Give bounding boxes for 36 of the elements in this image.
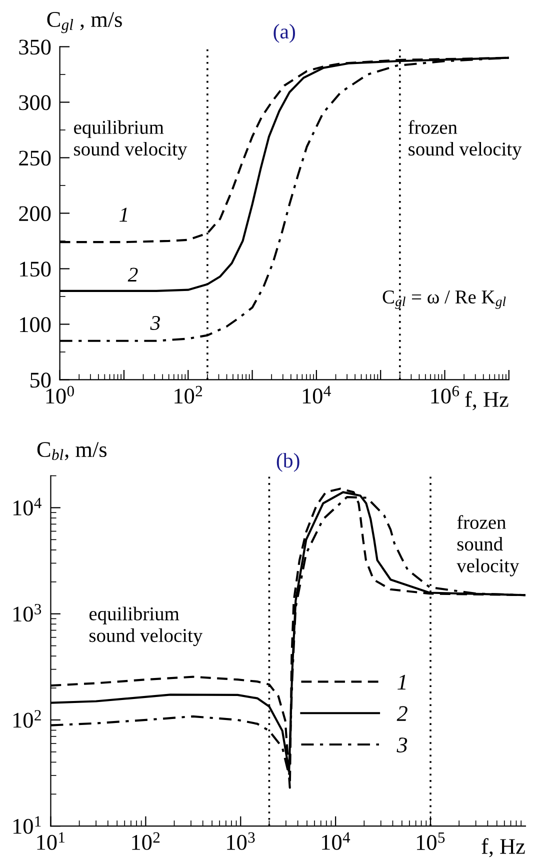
annotation: equilibrium sound velocity: [74, 120, 188, 160]
annotation: frozen sound velocity: [408, 120, 522, 160]
y-tick-label: 350: [19, 40, 51, 55]
x-tick-label: 10$^{2}$: [174, 386, 202, 404]
y-tick-label: 300: [19, 95, 51, 110]
annotation: 3: [150, 316, 160, 330]
legend-label: 1: [398, 674, 406, 690]
y-axis-title: C$_{gl}$ , m/s: [47, 12, 122, 34]
legend-label: 3: [396, 738, 408, 753]
y-tick-label: 100: [20, 317, 51, 332]
legend-label: 2: [396, 706, 408, 721]
annotation: C$_{gl}$ = ω / Re K$_{gl}$: [382, 290, 506, 309]
annotation: 2: [128, 268, 138, 282]
x-axis-title: f, Hz: [482, 838, 525, 858]
x-tick-label: 10$^{5}$: [417, 832, 445, 850]
y-tick-label: 10$^{1}$: [13, 816, 41, 834]
y-tick-label: 200: [19, 206, 51, 222]
y-axis-title: C$_{bl}$, m/s: [37, 442, 107, 460]
y-tick-label: 250: [19, 150, 51, 166]
x-tick-label: 10$^{3}$: [227, 832, 255, 850]
y-tick-label: 10$^{3}$: [13, 604, 42, 622]
y-tick-label: 10$^{2}$: [13, 710, 41, 728]
y-tick-label: 10$^{4}$: [13, 498, 42, 516]
x-tick-label: 10$^{2}$: [132, 832, 160, 850]
y-tick-label: 150: [20, 262, 51, 277]
annotation: 1: [120, 208, 127, 222]
chart-title: (a): [274, 24, 295, 43]
x-tick-label: 10$^{4}$: [302, 386, 331, 404]
x-axis-title: f, Hz: [465, 391, 508, 410]
y-tick-label: 50: [30, 372, 51, 388]
annotation: frozen sound velocity: [456, 515, 520, 576]
annotation: equilibrium sound velocity: [89, 606, 203, 646]
x-tick-label: 10$^{4}$: [322, 832, 350, 850]
x-tick-label: 10$^{1}$: [37, 832, 65, 850]
chart-title: (b): [276, 452, 300, 472]
x-tick-label: 10$^{6}$: [431, 386, 460, 404]
